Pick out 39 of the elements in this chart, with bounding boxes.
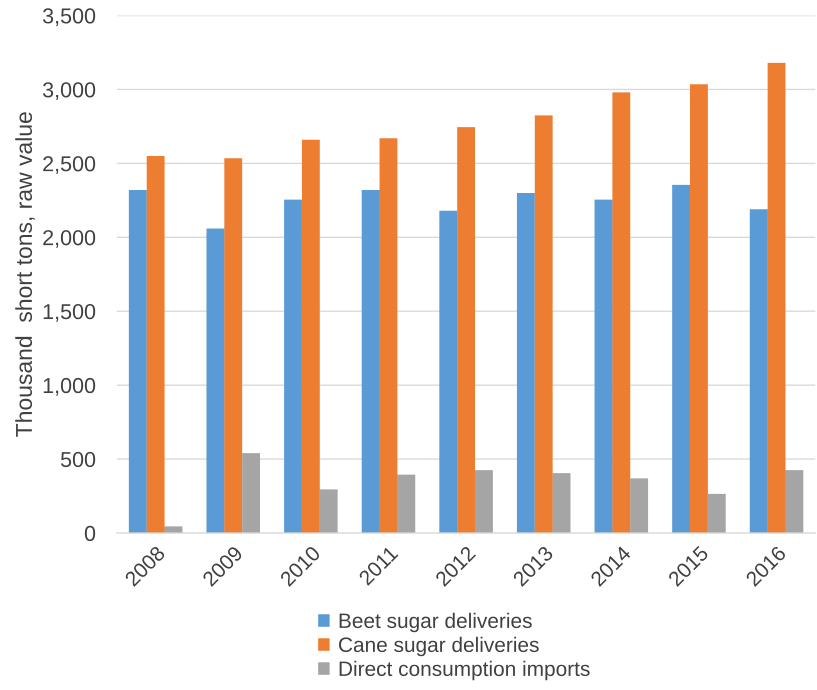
y-tick-label: 0 <box>84 526 96 542</box>
bar <box>242 453 260 534</box>
bar <box>146 156 165 534</box>
bar <box>708 494 726 534</box>
bar <box>552 473 570 534</box>
bar <box>439 210 458 534</box>
bar <box>224 158 242 534</box>
bar <box>380 138 398 534</box>
bar <box>785 470 804 534</box>
bar <box>594 200 612 534</box>
y-axis-title: Thousand short tons, raw value <box>15 112 35 437</box>
y-tick-label: 3,500 <box>42 8 96 26</box>
bar <box>457 127 476 534</box>
bar <box>630 478 648 534</box>
bar <box>362 190 380 534</box>
bar <box>164 526 182 534</box>
bar <box>516 192 535 534</box>
bar <box>612 92 630 534</box>
bar <box>397 474 416 534</box>
y-tick-label: 3,000 <box>42 82 96 100</box>
bar <box>534 115 553 534</box>
legend-label: Cane sugar deliveries <box>339 636 539 656</box>
legend-label: Beet sugar deliveries <box>340 612 532 632</box>
y-tick-label: 2,000 <box>43 230 96 248</box>
bar <box>128 190 147 534</box>
y-tick-label: 1,500 <box>44 304 96 322</box>
bar <box>284 200 302 534</box>
bar <box>750 209 768 534</box>
bar <box>475 470 493 534</box>
bar <box>690 84 708 534</box>
y-tick-label: 500 <box>60 452 96 468</box>
bar <box>302 140 320 534</box>
bar <box>672 184 690 534</box>
bar <box>320 489 338 534</box>
y-tick-label: 2,500 <box>43 156 96 174</box>
bar <box>768 62 786 534</box>
bar <box>206 228 224 534</box>
legend-label: Direct consumption imports <box>340 660 590 680</box>
y-tick-label: 1,000 <box>44 378 96 396</box>
